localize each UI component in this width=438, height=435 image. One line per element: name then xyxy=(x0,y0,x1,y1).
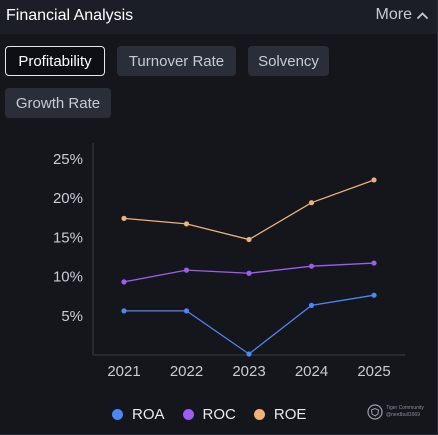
data-point-roc xyxy=(308,263,315,269)
x-tick-label: 2024 xyxy=(295,363,328,380)
data-point-roa xyxy=(308,302,315,308)
more-button[interactable]: More xyxy=(376,6,429,24)
watermark-line2: @nerdbull1669 xyxy=(386,412,420,418)
legend-label: ROC xyxy=(202,406,236,423)
tab-solvency[interactable]: Solvency xyxy=(248,46,329,76)
data-point-roe xyxy=(371,177,377,183)
watermark: Tiger Community @nerdbull1669 xyxy=(367,404,424,420)
data-point-roe xyxy=(121,215,127,221)
more-label: More xyxy=(375,6,412,23)
legend-dot-roc xyxy=(182,409,194,420)
data-point-roa xyxy=(246,351,252,357)
tab-label: Profitability xyxy=(18,52,92,70)
data-point-roc xyxy=(246,270,252,276)
y-tick-label: 15% xyxy=(53,229,83,246)
legend-item-roa[interactable]: ROA xyxy=(112,406,165,423)
tab-label: Growth Rate xyxy=(15,94,101,112)
data-point-roe xyxy=(246,236,252,243)
tab-label: Solvency xyxy=(258,52,319,70)
x-tick-label: 2022 xyxy=(170,363,203,380)
watermark-line1: Tiger Community xyxy=(386,405,424,411)
tab-turnover-rate[interactable]: Turnover Rate xyxy=(117,46,236,76)
legend-dot-roe xyxy=(253,409,265,420)
card-header: Financial Analysis More xyxy=(0,0,437,34)
y-tick-label: 10% xyxy=(53,269,83,286)
series-line-roe xyxy=(123,179,375,241)
x-tick-label: 2021 xyxy=(107,363,140,380)
data-point-roc xyxy=(183,267,190,273)
legend-dot-roa xyxy=(112,409,123,420)
card-title: Financial Analysis xyxy=(6,7,134,24)
data-point-roc xyxy=(121,279,127,285)
data-point-roa xyxy=(371,292,377,298)
legend-item-roe[interactable]: ROE xyxy=(253,406,307,423)
legend-label: ROA xyxy=(132,406,165,423)
data-point-roe xyxy=(308,200,315,206)
profitability-line-chart: 25% 20% 15% 10% 5% 2021 2022 2023 2024 2025 xyxy=(53,143,405,380)
y-tick-label: 20% xyxy=(53,190,83,207)
y-tick-label: 5% xyxy=(61,308,83,325)
data-point-roa xyxy=(121,308,127,314)
tab-profitability[interactable]: Profitability xyxy=(5,46,105,76)
x-tick-label: 2025 xyxy=(357,363,390,380)
data-point-roa xyxy=(183,308,190,314)
legend-item-roc[interactable]: ROC xyxy=(182,406,236,423)
y-tick-label: 25% xyxy=(53,151,83,168)
data-point-roe xyxy=(183,221,190,227)
tab-growth-rate[interactable]: Growth Rate xyxy=(5,88,111,118)
data-point-roc xyxy=(371,260,377,266)
series-line-roa xyxy=(124,294,375,355)
tiger-community-logo-icon xyxy=(367,404,383,420)
x-tick-label: 2023 xyxy=(232,363,265,380)
legend-label: ROE xyxy=(273,406,307,423)
chevron-up-icon xyxy=(417,11,428,19)
chart-legend: ROA ROC ROE xyxy=(112,406,324,423)
tab-label: Turnover Rate xyxy=(128,52,225,70)
